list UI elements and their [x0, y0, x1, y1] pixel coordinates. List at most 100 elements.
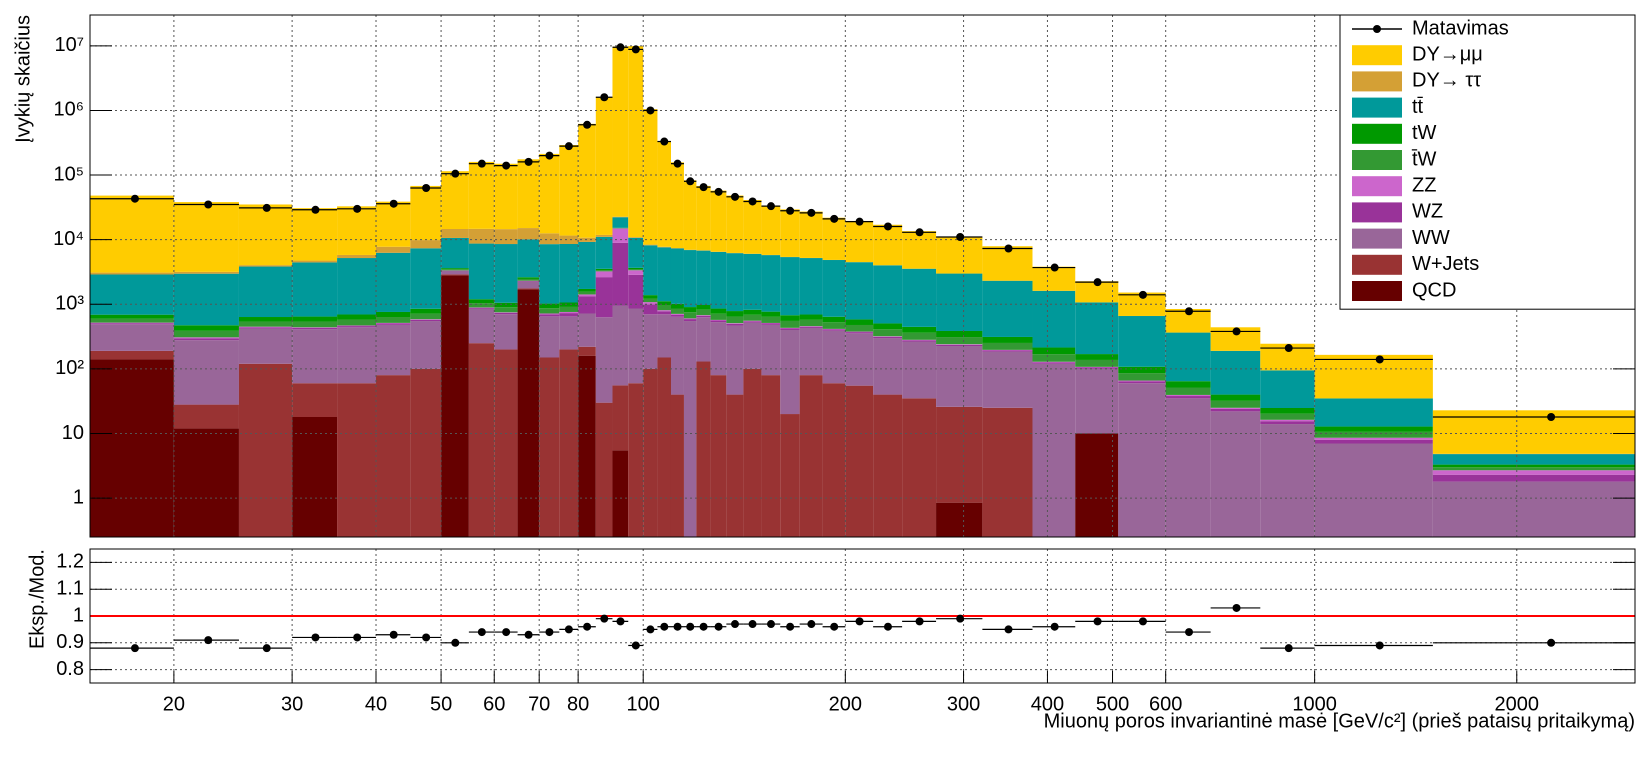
- histogram-bar: [595, 277, 613, 318]
- data-point: [699, 622, 708, 631]
- histogram-bar: [578, 313, 596, 347]
- histogram-bar: [1075, 302, 1119, 355]
- histogram-bar: [337, 319, 377, 326]
- histogram-bar: [410, 368, 442, 537]
- histogram-bar: [643, 302, 658, 305]
- histogram-bar: [292, 262, 338, 317]
- histogram-bar: [1260, 413, 1315, 420]
- histogram-bar: [376, 322, 411, 324]
- histogram-bar: [628, 46, 644, 238]
- histogram-bar: [982, 351, 1033, 408]
- histogram-bar: [517, 159, 540, 229]
- data-point: [1185, 628, 1194, 637]
- histogram-bar: [657, 301, 671, 306]
- histogram-bar: [1075, 354, 1119, 360]
- data-point: [616, 617, 625, 626]
- histogram-bar: [1432, 467, 1635, 471]
- data-point: [673, 159, 682, 168]
- histogram-bar: [1032, 290, 1076, 348]
- data-point: [786, 206, 795, 215]
- histogram-bar: [726, 323, 744, 324]
- data-point: [956, 232, 965, 241]
- y-tick-label: 10⁶: [54, 99, 84, 121]
- histogram-bar: [1032, 361, 1076, 363]
- histogram-bar: [799, 327, 823, 376]
- histogram-bar: [1314, 439, 1433, 444]
- data-point: [262, 203, 271, 212]
- histogram-bar: [441, 237, 469, 269]
- histogram-bar: [173, 202, 239, 272]
- histogram-bar: [902, 332, 937, 340]
- legend-swatch: [1352, 254, 1402, 275]
- legend-swatch: [1352, 228, 1402, 249]
- histogram-bar: [726, 316, 744, 324]
- histogram-bar: [410, 313, 442, 320]
- histogram-bar: [743, 320, 762, 322]
- histogram-bar: [173, 338, 239, 341]
- histogram-bar: [337, 325, 377, 327]
- histogram-bar: [902, 339, 937, 341]
- histogram-bar: [559, 349, 579, 537]
- histogram-bar: [90, 324, 174, 351]
- data-point: [731, 620, 740, 629]
- histogram-bar: [628, 237, 644, 238]
- histogram-bar: [468, 228, 495, 244]
- histogram-bar: [90, 318, 174, 323]
- histogram-bar: [902, 398, 937, 537]
- histogram-bar: [822, 316, 846, 323]
- histogram-bar: [936, 406, 983, 503]
- plot-frame: [89, 548, 1636, 684]
- histogram-bar: [696, 315, 711, 316]
- data-point: [1375, 641, 1384, 650]
- data-point: [600, 93, 609, 102]
- histogram-bar: [578, 346, 596, 356]
- histogram-bar: [1314, 443, 1433, 537]
- legend-label: QCD: [1412, 279, 1456, 301]
- histogram-bar: [468, 307, 495, 309]
- histogram-bar: [595, 234, 613, 237]
- histogram-bar: [595, 270, 613, 272]
- y-tick-label: 10⁵: [53, 163, 84, 185]
- histogram-bar: [799, 326, 823, 327]
- legend-label: tW: [1412, 122, 1437, 144]
- histogram-bar: [873, 338, 903, 395]
- histogram-bar: [337, 258, 377, 315]
- histogram-bar: [822, 217, 846, 260]
- histogram-bar: [743, 309, 762, 315]
- histogram-bar: [90, 350, 174, 360]
- histogram-bar: [1165, 387, 1211, 395]
- histogram-bar: [441, 274, 469, 276]
- histogram-bar: [1314, 426, 1433, 432]
- histogram-bar: [902, 326, 937, 333]
- histogram-bar: [1165, 332, 1211, 382]
- histogram-bar: [799, 375, 823, 537]
- histogram-bar: [578, 296, 596, 314]
- histogram-bar: [1032, 362, 1076, 364]
- x-axis-label: Miuonų poros invariantinė masė [GeV/c²] …: [1044, 710, 1635, 732]
- histogram-bar: [376, 375, 411, 537]
- histogram-bar: [873, 323, 903, 330]
- data-point: [1284, 644, 1293, 653]
- histogram-bar: [628, 270, 644, 275]
- histogram-bar: [292, 383, 338, 417]
- histogram-bar: [173, 273, 239, 326]
- data-point: [956, 614, 965, 623]
- histogram-bar: [761, 316, 781, 323]
- data-point: [807, 620, 816, 629]
- histogram-bar: [982, 349, 1033, 351]
- histogram-bar: [1210, 350, 1261, 395]
- histogram-bar: [612, 228, 629, 243]
- histogram-bar: [337, 383, 377, 537]
- data-point: [660, 622, 669, 631]
- histogram-bar: [726, 394, 744, 537]
- data-point: [1004, 625, 1013, 634]
- histogram-bar: [1260, 421, 1315, 425]
- histogram-bar: [494, 229, 518, 245]
- histogram-bar: [1118, 381, 1166, 384]
- data-point: [353, 204, 362, 213]
- histogram-bar: [761, 322, 781, 324]
- histogram-bar: [643, 295, 658, 299]
- histogram-bar: [1075, 368, 1119, 434]
- histogram-bar: [761, 375, 781, 537]
- x-tick-label: 1000: [1292, 693, 1337, 715]
